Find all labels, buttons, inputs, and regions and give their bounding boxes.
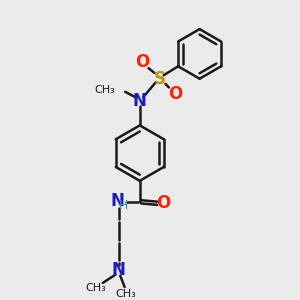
Text: O: O [135,53,149,71]
Text: S: S [154,70,166,88]
Text: CH₃: CH₃ [94,85,115,94]
Text: N: N [110,192,124,210]
Text: CH₃: CH₃ [116,289,136,299]
Text: O: O [156,194,170,212]
Text: H: H [119,199,128,212]
Text: N: N [112,261,126,279]
Text: CH₃: CH₃ [85,283,106,293]
Text: O: O [168,85,182,103]
Text: N: N [133,92,147,110]
